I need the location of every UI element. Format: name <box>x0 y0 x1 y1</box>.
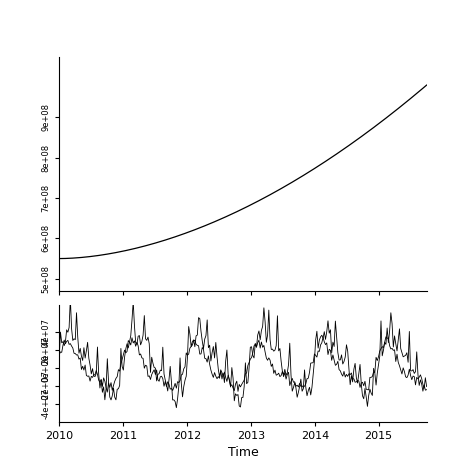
X-axis label: Time: Time <box>228 447 258 459</box>
